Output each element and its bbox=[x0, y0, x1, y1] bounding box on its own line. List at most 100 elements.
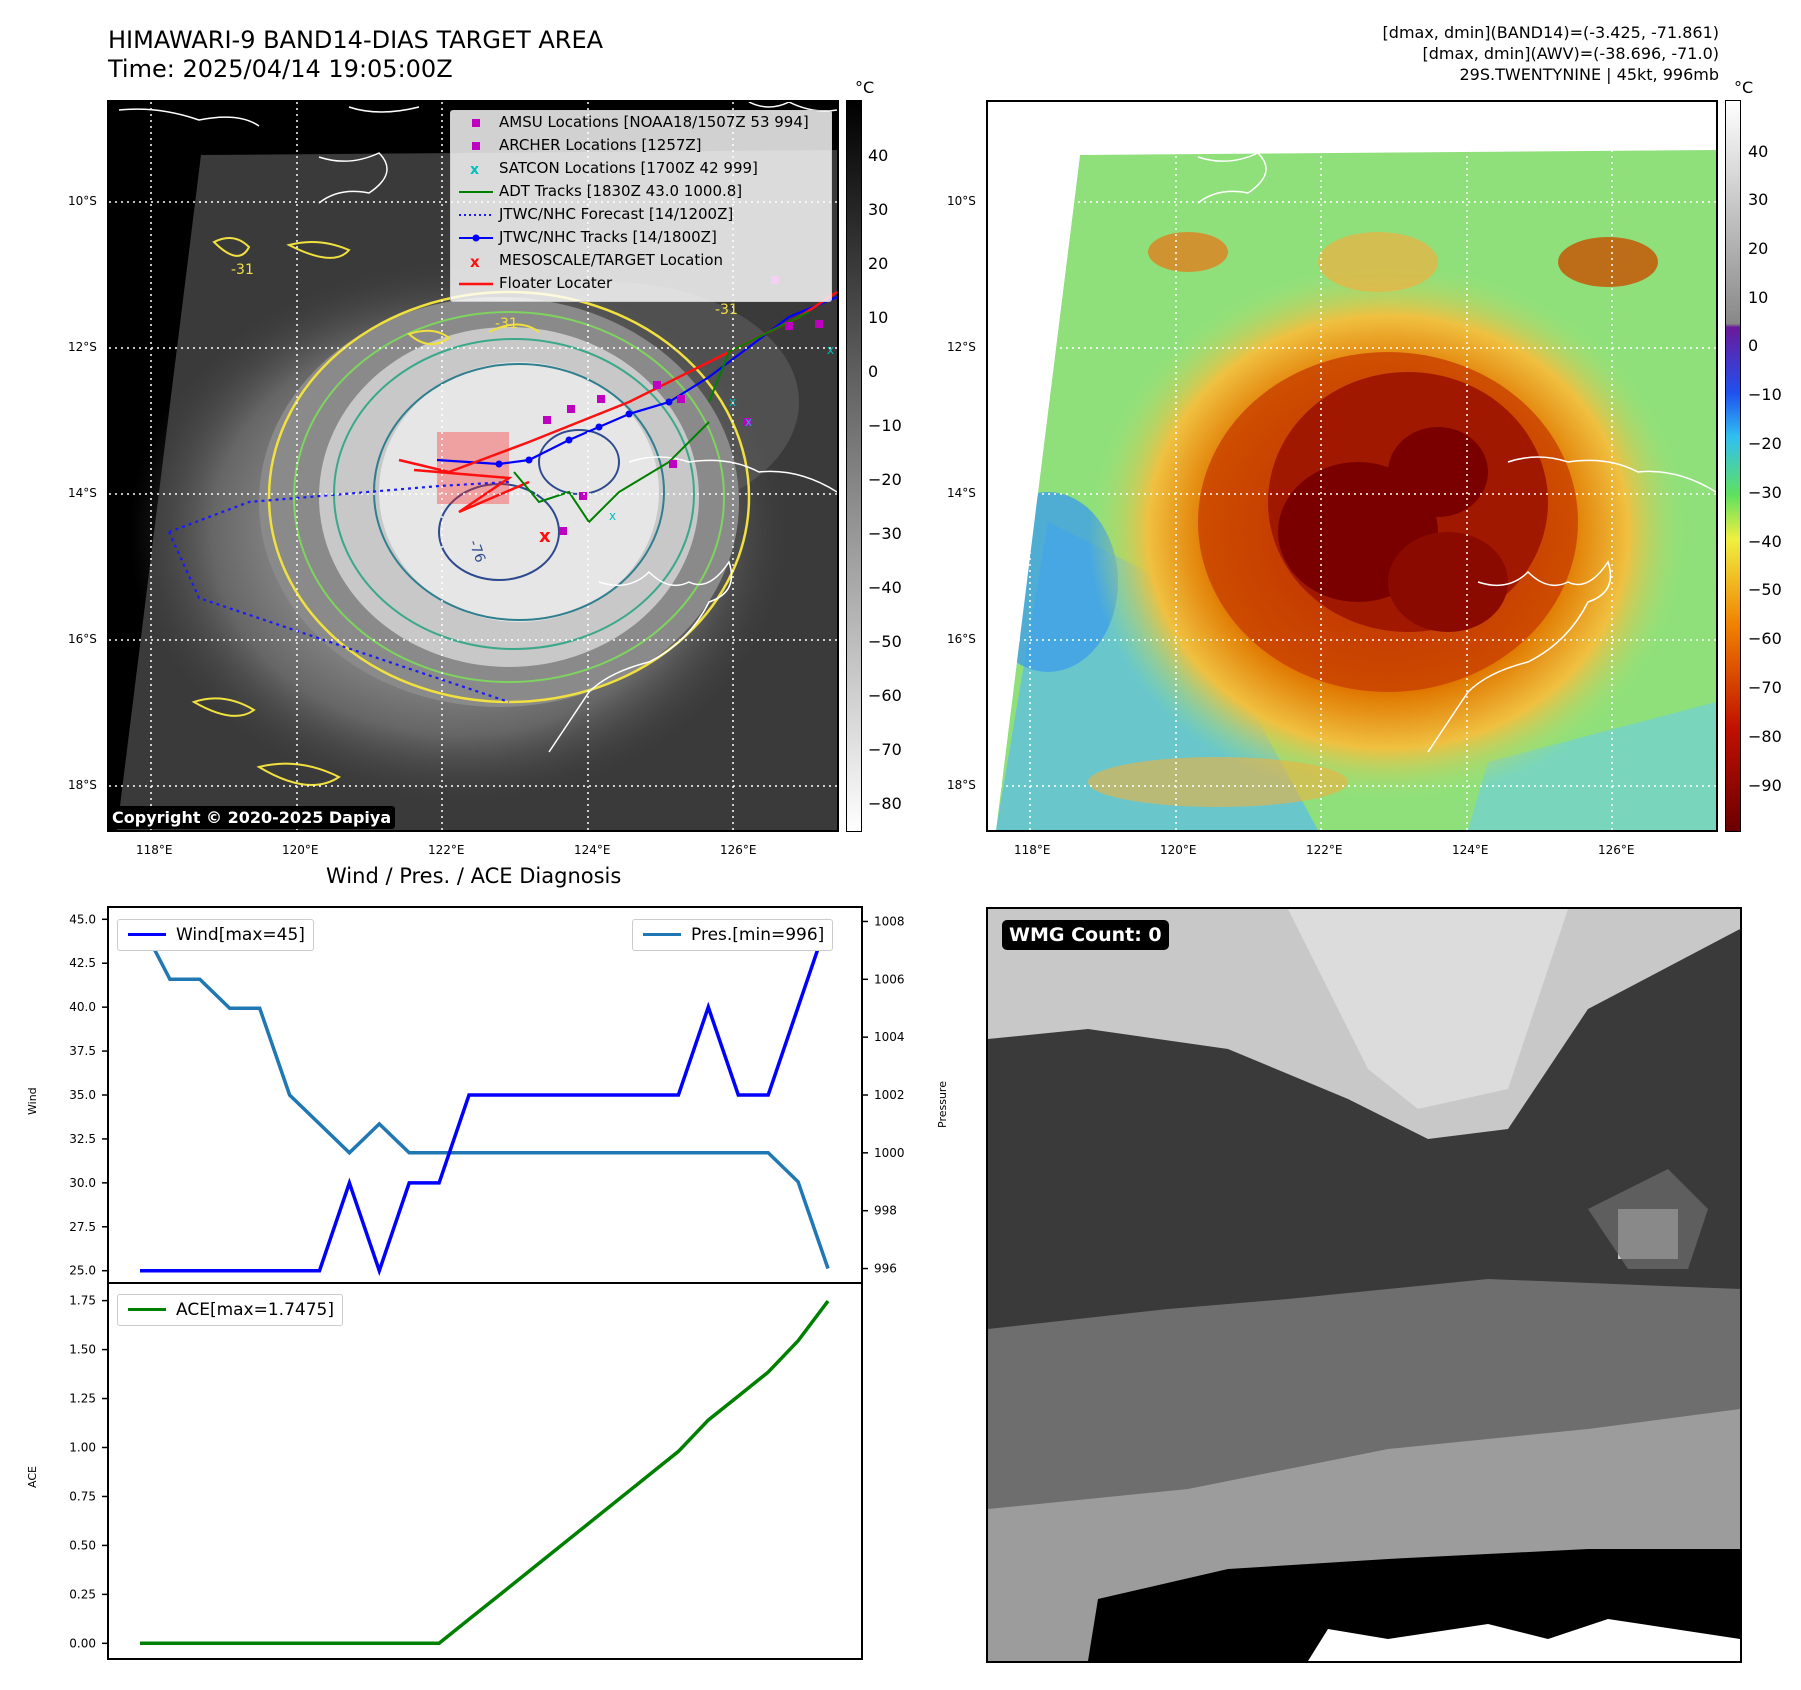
storm-info: [dmax, dmin](BAND14)=(-3.425, -71.861) [… bbox=[1383, 22, 1719, 85]
wind-legend: Wind[max=45] bbox=[117, 919, 314, 951]
color-colorbar-tick: 0 bbox=[1748, 336, 1759, 355]
gray-colorbar-tick: −20 bbox=[868, 470, 902, 489]
color-colorbar-tick: 20 bbox=[1748, 239, 1769, 258]
lon-tick: 118°E bbox=[136, 843, 173, 857]
pressure-tick-label: 1006 bbox=[874, 972, 905, 986]
lat-tick: 12°S bbox=[68, 340, 97, 354]
lat-tick: 12°S bbox=[947, 340, 976, 354]
contour-label: -31 bbox=[495, 316, 518, 332]
wind-tick-label: 27.5 bbox=[69, 1220, 96, 1234]
wind-tick-label: 42.5 bbox=[69, 956, 96, 970]
lat-tick: 14°S bbox=[947, 486, 976, 500]
legend-tracks: JTWC/NHC Tracks [14/1800Z] bbox=[451, 226, 831, 249]
gray-colorbar-tick: −40 bbox=[868, 578, 902, 597]
legend-adt: ADT Tracks [1830Z 43.0 1000.8] bbox=[459, 182, 743, 200]
wmg-panel bbox=[986, 907, 1742, 1663]
legend-target: x MESOSCALE/TARGET Location bbox=[470, 251, 724, 269]
wind-tick-label: 35.0 bbox=[69, 1088, 96, 1102]
wind-tick-label: 37.5 bbox=[69, 1044, 96, 1058]
color-colorbar-tick: −30 bbox=[1748, 483, 1782, 502]
ace-tick-label: 1.25 bbox=[69, 1392, 96, 1406]
wind-tick-label: 32.5 bbox=[69, 1132, 96, 1146]
contour-label: -31 bbox=[231, 262, 254, 278]
pressure-tick-label: 1002 bbox=[874, 1088, 905, 1102]
band14-range: [dmax, dmin](BAND14)=(-3.425, -71.861) bbox=[1382, 23, 1719, 42]
gray-colorbar-tick: −50 bbox=[868, 632, 902, 651]
lat-tick: 10°S bbox=[947, 194, 976, 208]
diagnosis-title: Wind / Pres. / ACE Diagnosis bbox=[326, 864, 622, 888]
pressure-tick-label: 1000 bbox=[874, 1146, 905, 1160]
lon-tick: 118°E bbox=[1014, 843, 1051, 857]
legend-forecast: JTWC/NHC Forecast [14/1200Z] bbox=[459, 205, 734, 223]
contour-label: -76 bbox=[465, 538, 488, 565]
gray-colorbar-tick: 20 bbox=[868, 254, 889, 273]
pressure-series-line bbox=[138, 920, 830, 1270]
lon-tick: 126°E bbox=[720, 843, 757, 857]
wind-series-line bbox=[140, 918, 830, 1277]
gray-colorbar-tick: 10 bbox=[868, 308, 889, 327]
svg-text:x: x bbox=[609, 509, 616, 523]
wmg-count-badge: WMG Count: 0 bbox=[1002, 920, 1169, 950]
ace-tick-label: 0.00 bbox=[69, 1636, 96, 1650]
ace-tick-label: 1.50 bbox=[69, 1343, 96, 1357]
lon-tick: 120°E bbox=[282, 843, 319, 857]
legend-satcon: x SATCON Locations [1700Z 42 999] bbox=[470, 159, 758, 177]
ace-tick-label: 0.25 bbox=[69, 1587, 96, 1601]
color-colorbar-tick: −90 bbox=[1748, 776, 1782, 795]
ir-enhanced-map bbox=[986, 100, 1718, 832]
color-colorbar bbox=[1725, 100, 1741, 832]
svg-text:x: x bbox=[470, 162, 479, 177]
awv-range: [dmax, dmin](AWV)=(-38.696, -71.0) bbox=[1422, 44, 1719, 63]
color-colorbar-tick: −20 bbox=[1748, 434, 1782, 453]
pressure-tick-label: 1004 bbox=[874, 1030, 905, 1044]
ace-series-line bbox=[140, 1300, 830, 1646]
map-legend: AMSU Locations [NOAA18/1507Z 53 994] ARC… bbox=[450, 110, 832, 302]
color-colorbar-tick: 40 bbox=[1748, 142, 1769, 161]
ir-grayscale-map: x x x x x -31 -31 -31 -76 AMSU Locations [N… bbox=[107, 100, 839, 832]
title-line-2: Time: 2025/04/14 19:05:00Z bbox=[108, 55, 453, 83]
gray-colorbar-tick: −30 bbox=[868, 524, 902, 543]
gray-colorbar-tick: −60 bbox=[868, 686, 902, 705]
lon-tick: 124°E bbox=[1452, 843, 1489, 857]
gray-colorbar-tick: 40 bbox=[868, 146, 889, 165]
lon-tick: 120°E bbox=[1160, 843, 1197, 857]
lat-tick: 10°S bbox=[68, 194, 97, 208]
gray-colorbar-tick: 30 bbox=[868, 200, 889, 219]
legend-amsu: AMSU Locations [NOAA18/1507Z 53 994] bbox=[451, 111, 831, 134]
gray-colorbar-tick: −70 bbox=[868, 740, 902, 759]
wind-tick-label: 45.0 bbox=[69, 912, 96, 926]
color-colorbar-unit: °C bbox=[1734, 78, 1754, 97]
color-colorbar-tick: −50 bbox=[1748, 580, 1782, 599]
contour-label: -31 bbox=[715, 302, 738, 318]
color-colorbar-tick: −80 bbox=[1748, 727, 1782, 746]
copyright-badge: Copyright © 2020-2025 Dapiya bbox=[108, 806, 396, 829]
pressure-legend: Pres.[min=996] bbox=[632, 919, 834, 951]
color-colorbar-tick: −40 bbox=[1748, 532, 1782, 551]
ace-tick-label: 0.75 bbox=[69, 1489, 96, 1503]
lon-tick: 126°E bbox=[1598, 843, 1635, 857]
color-colorbar-tick: −70 bbox=[1748, 678, 1782, 697]
ace-tick-label: 0.50 bbox=[69, 1538, 96, 1552]
storm-status: 29S.TWENTYNINE | 45kt, 996mb bbox=[1459, 65, 1720, 84]
ace-axis-label: ACE bbox=[26, 1466, 39, 1488]
gray-colorbar-tick: −80 bbox=[868, 794, 902, 813]
legend-archer: ARCHER Locations [1257Z] bbox=[451, 134, 831, 157]
wind-tick-label: 40.0 bbox=[69, 1000, 96, 1014]
svg-text:x: x bbox=[470, 253, 480, 269]
color-colorbar-tick: 10 bbox=[1748, 288, 1769, 307]
lon-tick: 122°E bbox=[1306, 843, 1343, 857]
lat-tick: 16°S bbox=[68, 632, 97, 646]
svg-text:x: x bbox=[539, 526, 551, 547]
lat-tick: 16°S bbox=[947, 632, 976, 646]
gray-colorbar-unit: °C bbox=[855, 78, 875, 97]
figure-title: HIMAWARI-9 BAND14-DIAS TARGET AREA Time: … bbox=[108, 26, 603, 84]
color-colorbar-tick: −60 bbox=[1748, 629, 1782, 648]
wind-tick-label: 25.0 bbox=[69, 1264, 96, 1278]
pressure-axis-label: Pressure bbox=[936, 1081, 949, 1128]
lat-tick: 14°S bbox=[68, 486, 97, 500]
gray-colorbar-tick: −10 bbox=[868, 416, 902, 435]
ace-legend: ACE[max=1.7475] bbox=[117, 1294, 343, 1326]
pressure-tick-label: 998 bbox=[874, 1204, 897, 1218]
lon-tick: 122°E bbox=[428, 843, 465, 857]
title-line-1: HIMAWARI-9 BAND14-DIAS TARGET AREA bbox=[108, 26, 604, 54]
